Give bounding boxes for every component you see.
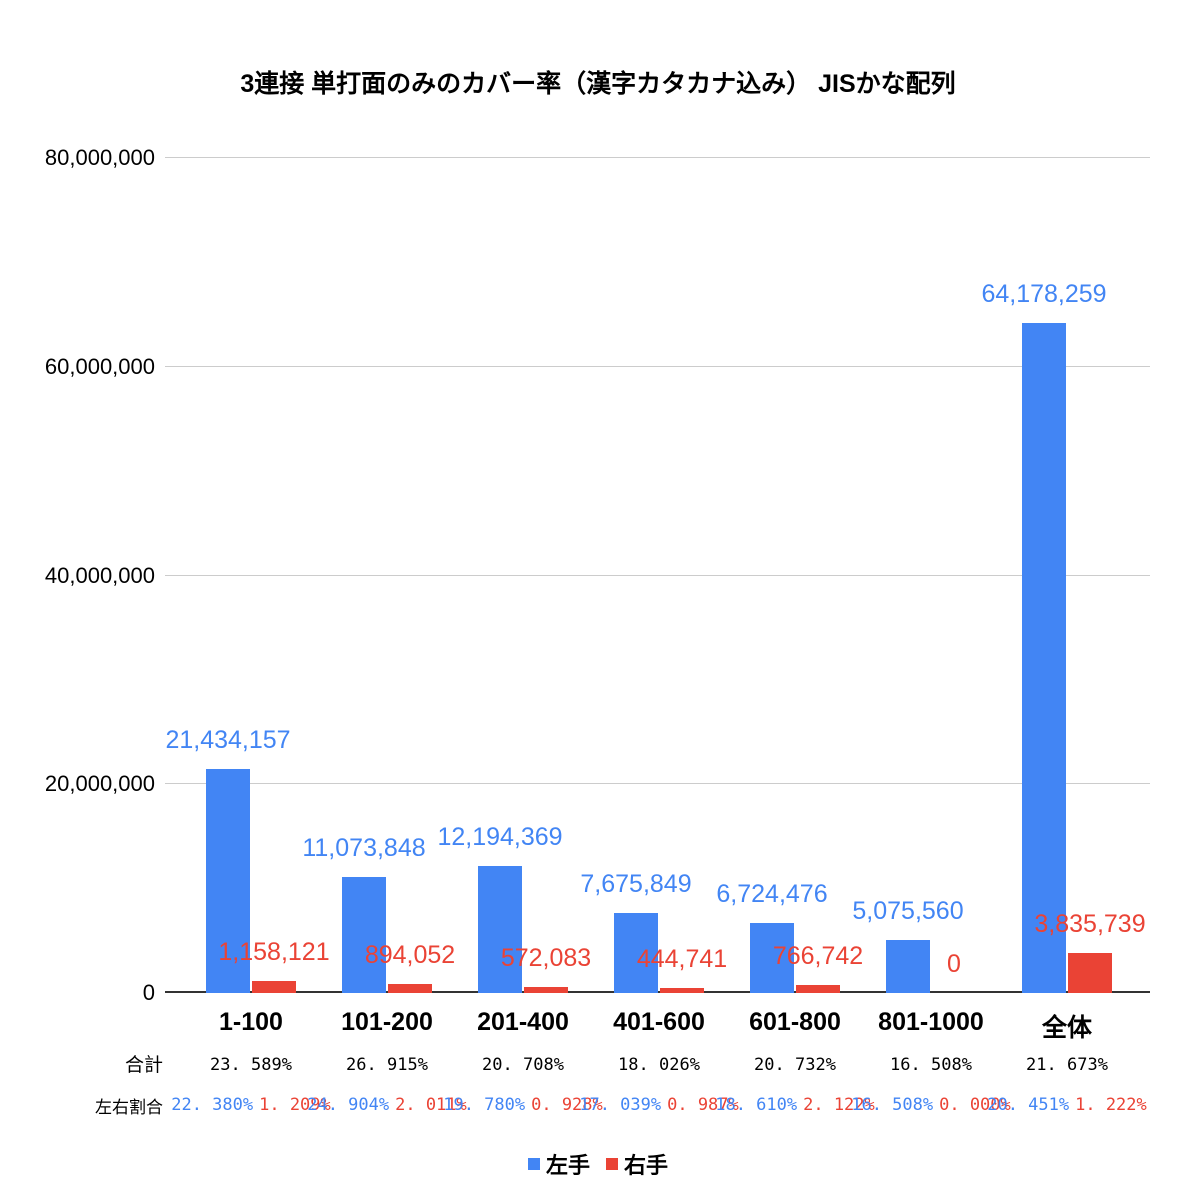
x-category-101-200: 101-200	[341, 1008, 433, 1036]
right-ratio-201-400: 0. 928%	[531, 1095, 603, 1115]
bar-value-right-hand-601-800: 766,742	[772, 942, 864, 970]
bar-right-hand-201-400	[524, 987, 568, 993]
left-ratio-全体: 20. 451%	[987, 1095, 1070, 1115]
chart-title: 3連接 単打面のみのカバー率（漢字カタカナ込み） JISかな配列	[240, 70, 956, 98]
x-category-1-100: 1-100	[219, 1008, 283, 1036]
right-ratio-401-600: 0. 987%	[667, 1095, 739, 1115]
right-ratio-801-1000: 0. 000%	[939, 1095, 1011, 1115]
x-category-801-1000: 801-1000	[878, 1008, 984, 1036]
bar-value-right-hand-全体: 3,835,739	[1034, 909, 1146, 938]
left-ratio-801-1000: 16. 508%	[851, 1095, 934, 1115]
x-category-201-400: 201-400	[477, 1008, 569, 1036]
ratio-pair-1-100: 22. 380% 1. 209%	[171, 1095, 331, 1115]
bar-left-hand-801-1000	[886, 940, 930, 993]
y-tick-label: 0	[142, 980, 155, 1005]
total-percent-201-400: 20. 708%	[482, 1055, 564, 1075]
bar-value-right-hand-201-400: 572,083	[500, 944, 592, 973]
left-ratio-101-200: 24. 904%	[307, 1095, 390, 1115]
bar-left-hand-1-100	[206, 769, 250, 993]
bar-value-right-hand-1-100: 1,158,121	[218, 937, 330, 966]
bar-left-hand-401-600	[614, 912, 658, 993]
ratios-row-label: 左右割合	[95, 1098, 163, 1118]
bar-value-left-hand-全体: 64,178,259	[981, 280, 1107, 309]
gridline-60,000,000	[165, 365, 1150, 367]
right-ratio-601-800: 2. 122%	[803, 1095, 875, 1115]
ratio-pair-401-600: 17. 039% 0. 987%	[579, 1095, 739, 1115]
gridline-40,000,000	[165, 574, 1150, 576]
bar-left-hand-201-400	[478, 865, 522, 993]
ratio-pair-101-200: 24. 904% 2. 011%	[307, 1095, 467, 1115]
legend-right-swatch-icon	[606, 1158, 618, 1170]
y-tick-label: 80,000,000	[44, 145, 155, 170]
bar-value-left-hand-201-400: 12,194,369	[437, 822, 563, 851]
legend-right-label: 右手	[624, 1153, 669, 1178]
x-category-601-800: 601-800	[749, 1008, 841, 1036]
total-percent-801-1000: 16. 508%	[890, 1055, 972, 1075]
bar-value-left-hand-1-100: 21,434,157	[165, 726, 291, 755]
ratio-pair-全体: 20. 451% 1. 222%	[987, 1095, 1147, 1115]
y-tick-label: 40,000,000	[44, 562, 155, 588]
bar-right-hand-101-200	[388, 983, 432, 993]
x-category-全体: 全体	[1041, 1014, 1093, 1042]
legend: 左手 右手	[0, 1148, 1196, 1180]
bar-right-hand-全体	[1068, 952, 1112, 993]
gridline-20,000,000	[165, 783, 1150, 785]
totals-row-label: 合計	[124, 1054, 163, 1076]
legend-left-label: 左手	[545, 1153, 590, 1178]
right-ratio-全体: 1. 222%	[1075, 1095, 1147, 1115]
right-ratio-1-100: 1. 209%	[259, 1095, 331, 1115]
gridline-80,000,000	[165, 157, 1150, 158]
bar-value-right-hand-801-1000: 0	[947, 950, 961, 978]
left-ratio-1-100: 22. 380%	[171, 1095, 254, 1115]
bar-right-hand-1-100	[252, 980, 296, 993]
y-tick-label: 60,000,000	[44, 353, 155, 379]
bar-left-hand-全体	[1022, 323, 1066, 993]
plot-area: 21,434,157 1,158,121 11,073,848 894,052 12,1…	[165, 157, 1150, 993]
bar-value-left-hand-401-600: 7,675,849	[580, 869, 692, 898]
legend-item-left-hand: 左手	[527, 1148, 590, 1180]
bar-left-hand-601-800	[750, 922, 794, 993]
bar-left-hand-101-200	[342, 877, 386, 993]
legend-left-swatch-icon	[527, 1158, 540, 1170]
bar-value-left-hand-801-1000: 5,075,560	[852, 897, 964, 926]
bar-value-left-hand-601-800: 6,724,476	[716, 879, 828, 908]
bar-value-left-hand-101-200: 11,073,848	[302, 834, 426, 863]
bar-right-hand-601-800	[796, 985, 840, 993]
total-percent-101-200: 26. 915%	[346, 1055, 428, 1075]
total-percent-全体: 21. 673%	[1026, 1055, 1108, 1075]
total-percent-1-100: 23. 589%	[210, 1055, 292, 1075]
left-ratio-201-400: 19. 780%	[443, 1095, 526, 1115]
right-ratio-101-200: 2. 011%	[395, 1095, 467, 1115]
left-ratio-401-600: 17. 039%	[579, 1095, 662, 1115]
legend-item-right-hand: 右手	[606, 1148, 668, 1180]
left-ratio-601-800: 18. 610%	[715, 1095, 798, 1115]
total-percent-601-800: 20. 732%	[754, 1055, 836, 1075]
x-category-401-600: 401-600	[613, 1008, 705, 1036]
ratio-pair-801-1000: 16. 508% 0. 000%	[851, 1095, 1011, 1115]
bar-right-hand-401-600	[660, 988, 704, 993]
total-percent-401-600: 18. 026%	[618, 1055, 700, 1075]
y-tick-label: 20,000,000	[44, 771, 155, 797]
ratio-pair-601-800: 18. 610% 2. 122%	[715, 1095, 875, 1115]
ratio-pair-201-400: 19. 780% 0. 928%	[443, 1095, 603, 1115]
bar-value-right-hand-101-200: 894,052	[364, 940, 456, 969]
bar-value-right-hand-401-600: 444,741	[636, 945, 728, 974]
